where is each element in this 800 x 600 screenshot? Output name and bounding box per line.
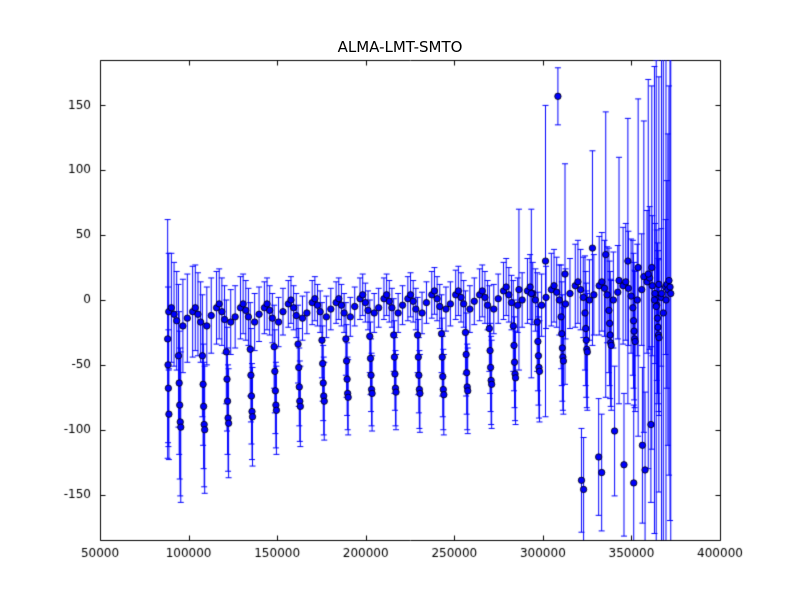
chart-title: ALMA-LMT-SMTO <box>337 38 463 56</box>
